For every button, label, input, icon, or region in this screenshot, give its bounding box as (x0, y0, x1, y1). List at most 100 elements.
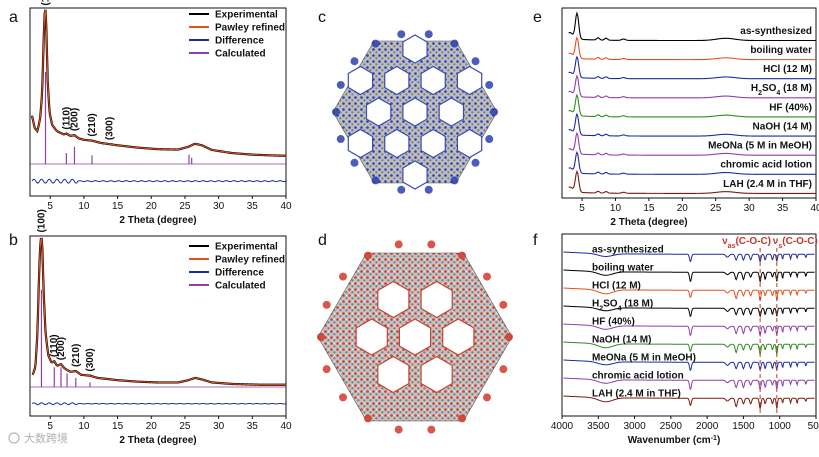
chart-f-x-tick-label: 2500 (660, 421, 683, 432)
chart-e-x-tick-label: 10 (610, 203, 622, 214)
model-c-edge-atoms (397, 185, 406, 194)
chart-f-mode-group: (C-O-C) (782, 236, 818, 247)
chart-a-legend-label: Calculated (215, 49, 266, 60)
chart-e-series-line (568, 131, 816, 156)
chart-a-peak-label: (110) (61, 107, 72, 130)
chart-f-series-label-part: SO (603, 299, 618, 310)
ftir-stability-chart-f: 4000 3500 3000 2500 2000 1500 1000 500 as-synthe… (551, 233, 819, 447)
chart-a-x-tick-label: 25 (179, 201, 191, 212)
chart-b-peak-label: (110) (49, 334, 60, 357)
model-c-pore (420, 128, 446, 159)
watermark-logo-icon (8, 432, 20, 444)
model-c-pore (402, 160, 428, 190)
model-d-pore (377, 355, 410, 394)
chart-f-series-line (563, 323, 815, 338)
chart-e-series-label-part: SO (762, 83, 777, 94)
model-d-edge-atoms (322, 300, 331, 309)
chart-f-x-tick-label: 500 (808, 421, 819, 432)
watermark-text: 大数跨境 (24, 431, 68, 445)
chart-a-x-tick-label: 30 (213, 201, 225, 212)
chart-f-x-tick-label: 1000 (769, 421, 792, 432)
chart-a-plot-frame (29, 7, 287, 197)
chart-f-x-axis-title-part: ) (717, 435, 720, 446)
chart-f-x-tick-label: 2000 (696, 421, 719, 432)
model-c-edge-atoms (371, 39, 380, 48)
chart-a-legend-label: Difference (215, 36, 264, 47)
chart-e-series-label: NaOH (14 M) (753, 121, 812, 132)
chart-f-x-axis-title: Wavenumber (cm-1) (628, 435, 721, 447)
model-d-edge-atoms (483, 393, 492, 402)
chart-e-series-line (568, 74, 816, 99)
model-c-edge-atoms (490, 108, 498, 116)
chart-f-series-line (563, 287, 815, 301)
model-d-edge-atoms (394, 240, 403, 249)
panel-letter-d: d (318, 232, 327, 249)
chart-b-pawley-line (32, 238, 286, 386)
chart-f-mode-label: νs(C-O-C) (773, 236, 818, 250)
chart-a-x-tick-label: 10 (78, 201, 90, 212)
chart-e-series-line (568, 93, 816, 118)
model-d-pore (377, 280, 410, 319)
chart-e-plot-frame (561, 7, 817, 199)
chart-a-peak-label: (210) (87, 113, 98, 136)
model-d-pore (442, 318, 475, 356)
chart-a-pawley-line (31, 9, 287, 157)
chart-e-x-tick-label: 35 (777, 203, 789, 214)
chart-e-series-label-part: (18 M) (780, 83, 812, 94)
chart-f-series-label: as-synthesized (592, 245, 664, 256)
model-d-edge-atoms (499, 300, 508, 309)
xrd-pawley-chart-a: 5 10 15 20 25 30 35 40 (100) (110)(200) (210) (300)… (29, 0, 292, 226)
model-d-edge-atoms (364, 414, 372, 423)
chart-f-series-label: NaOH (14 M) (592, 335, 651, 346)
chart-b-x-tick-label: 10 (78, 421, 90, 432)
model-d-pore (420, 280, 453, 319)
chart-e-series-label: as-synthesized (740, 26, 812, 37)
chart-f-series-label: H2SO4 (18 M) (592, 299, 653, 313)
model-c-edge-atoms (350, 57, 359, 66)
model-c-edge-atoms (485, 135, 494, 144)
panel-letter-e: e (533, 9, 542, 26)
chart-f-mode-sub: s (778, 243, 782, 250)
chart-e-x-tick-label: 40 (810, 203, 819, 214)
chart-e-series-label: boiling water (750, 45, 812, 56)
model-c-pore (402, 34, 428, 64)
model-d-edge-atoms (364, 251, 372, 260)
chart-b-x-tick-label: 40 (280, 421, 292, 432)
chart-f-series-label: HCl (12 M) (592, 281, 641, 292)
chart-f-x-tick-label: 1500 (732, 421, 755, 432)
chart-f-series-label: boiling water (592, 263, 654, 274)
chart-e-series-label-part: 4 (776, 90, 780, 97)
chart-b-peak-label: (200) (56, 337, 67, 360)
chart-f-series-label-part: 2 (599, 305, 603, 312)
model-d-edge-atoms (394, 425, 403, 434)
model-c-edge-atoms (336, 135, 345, 144)
chart-f-series-label: MeONa (5 M in MeOH) (592, 353, 696, 364)
model-d-pore (420, 355, 453, 394)
model-c-edge-atoms (336, 80, 345, 89)
model-c-edge-atoms (397, 30, 406, 39)
chart-a-x-tick-label: 20 (146, 201, 158, 212)
panel-letter-f: f (533, 232, 538, 249)
chart-e-series-line (568, 36, 816, 61)
chart-b-plot-frame (29, 235, 287, 417)
chart-f-mode-group: (C-O-C) (735, 236, 771, 247)
chart-e-series-label: MeONa (5 M in MeOH) (708, 141, 812, 152)
model-c-edge-atoms (471, 57, 480, 66)
chart-a-peak-label: (300) (104, 117, 115, 140)
chart-f-x-axis-title-part: -1 (711, 435, 717, 442)
chart-f-series-label-part: 4 (618, 305, 622, 312)
chart-e-x-axis-title: 2 Theta (degree) (610, 217, 687, 228)
chart-a-peak-label: (200) (69, 108, 80, 131)
chart-a-legend-label: Experimental (215, 10, 278, 21)
chart-f-series-label: LAH (2.4 M in THF) (592, 389, 681, 400)
chart-f-x-tick-label: 3500 (587, 421, 610, 432)
model-d-edge-atoms (458, 251, 466, 260)
chart-f-x-tick-label: 4000 (551, 421, 574, 432)
chart-f-series-label: HF (40%) (592, 317, 635, 328)
chart-f-series-line (563, 395, 815, 409)
model-d-edge-atoms (458, 414, 466, 423)
model-c-edge-atoms (485, 80, 494, 89)
chart-f-mode-sub: as (728, 243, 736, 250)
chart-f-mode-symbol: ν (722, 236, 728, 247)
model-d-pore (355, 318, 388, 356)
